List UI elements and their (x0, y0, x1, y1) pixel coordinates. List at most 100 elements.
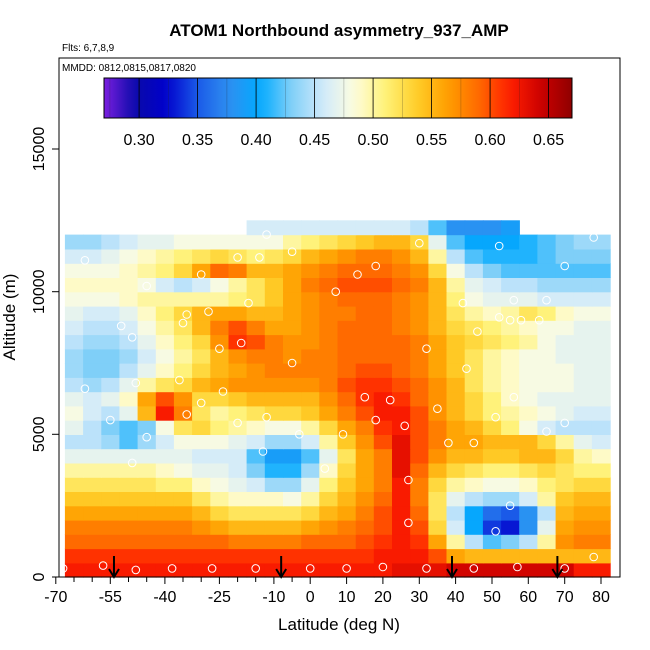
heatmap-cell (519, 377, 538, 393)
heatmap-cell (373, 277, 393, 293)
observation-point (516, 315, 526, 325)
heatmap-cell (283, 491, 302, 507)
heatmap-cell (355, 519, 375, 535)
heatmap-cell (228, 363, 248, 378)
x-tick-label: 40 (447, 589, 465, 606)
heatmap-cell (573, 462, 593, 478)
heatmap-cell (283, 377, 302, 393)
heatmap-cell (446, 291, 466, 307)
heatmap-cell (155, 534, 175, 550)
heatmap-cell (428, 220, 448, 236)
heatmap-cell (283, 462, 302, 478)
observation-point (542, 295, 551, 305)
heatmap-cell (119, 377, 139, 393)
heatmap-cell (192, 534, 211, 550)
heatmap-cell (591, 420, 611, 435)
chart-title: ATOM1 Northbound asymmetry_937_AMP (169, 21, 508, 40)
observation-point (251, 564, 260, 573)
colorbar-tick-label: 0.45 (299, 132, 330, 149)
heatmap-cell (64, 420, 84, 435)
heatmap-cell (119, 519, 139, 535)
heatmap-cell (537, 505, 557, 521)
heatmap-cell (355, 348, 375, 364)
heatmap-cell (355, 377, 375, 393)
heatmap-cell (319, 448, 339, 464)
heatmap-cell (537, 248, 557, 264)
heatmap-cell (155, 462, 175, 478)
heatmap-cell (192, 377, 211, 393)
heatmap-cell (337, 491, 357, 507)
heatmap-cell (101, 405, 121, 421)
heatmap-cell (173, 519, 193, 535)
heatmap-cell (283, 420, 302, 435)
heatmap-cell (264, 519, 284, 535)
heatmap-cell (264, 534, 284, 550)
observation-point (589, 233, 599, 242)
heatmap-cell (337, 320, 357, 336)
heatmap-cell (246, 291, 266, 307)
heatmap-cell (482, 505, 502, 521)
heatmap-cell (446, 519, 466, 535)
heatmap-cell (555, 505, 575, 521)
heatmap-cell (482, 491, 502, 507)
heatmap-cell (464, 562, 484, 578)
heatmap-cell (264, 477, 284, 492)
heatmap-cell (373, 448, 393, 464)
dates-label: MMDD: 0812,0815,0817,0820 (62, 63, 196, 74)
heatmap-cell (573, 534, 593, 550)
heatmap-cell (519, 548, 538, 564)
heatmap-cell (501, 248, 520, 264)
heatmap-cell (319, 534, 339, 550)
heatmap-cell (501, 405, 520, 421)
heatmap-cell (537, 234, 557, 250)
heatmap-cell (591, 477, 611, 492)
heatmap-cell (501, 562, 520, 578)
heatmap-cell (83, 291, 102, 307)
heatmap-cell (319, 377, 339, 393)
heatmap-cell (319, 320, 339, 336)
heatmap-cell (83, 363, 102, 378)
heatmap-cell (482, 448, 502, 464)
heatmap-cell (428, 391, 448, 407)
heatmap-cell (464, 548, 484, 564)
heatmap-cell (410, 405, 429, 421)
heatmap-cell (410, 234, 429, 250)
heatmap-cell (283, 220, 302, 236)
observation-point (142, 432, 151, 442)
heatmap-cell (173, 348, 193, 364)
heatmap-cell (301, 548, 320, 564)
observation-point (513, 562, 522, 572)
observation-point (404, 475, 413, 485)
heatmap-cell (482, 320, 502, 336)
heatmap-cell (64, 391, 84, 407)
heatmap-cell (119, 363, 139, 378)
heatmap-cell (246, 263, 266, 278)
heatmap-cell (519, 277, 538, 293)
heatmap-cell (283, 363, 302, 378)
heatmap-cell (228, 420, 248, 435)
observation-point (560, 418, 570, 428)
heatmap-cell (573, 348, 593, 364)
heatmap-cell (555, 348, 575, 364)
heatmap-cell (137, 391, 157, 407)
heatmap-cell (210, 405, 230, 421)
heatmap-cell (192, 462, 211, 478)
heatmap-cell (155, 248, 175, 264)
heatmap-cell (228, 405, 248, 421)
heatmap-cell (464, 434, 484, 450)
heatmap-cell (410, 391, 429, 407)
heatmap-cell (519, 462, 538, 478)
heatmap-cell (283, 448, 302, 464)
heatmap-cell (446, 320, 466, 336)
heatmap-cell (283, 562, 302, 578)
heatmap-cell (519, 248, 538, 264)
heatmap-cell (355, 434, 375, 450)
heatmap-cell (264, 291, 284, 307)
heatmap-cell (355, 263, 375, 278)
observation-point (262, 230, 271, 239)
heatmap-cell (373, 391, 393, 407)
heatmap-cell (64, 363, 84, 378)
heatmap-cell (155, 548, 175, 564)
heatmap-cell (355, 220, 375, 236)
heatmap-cell (319, 391, 339, 407)
